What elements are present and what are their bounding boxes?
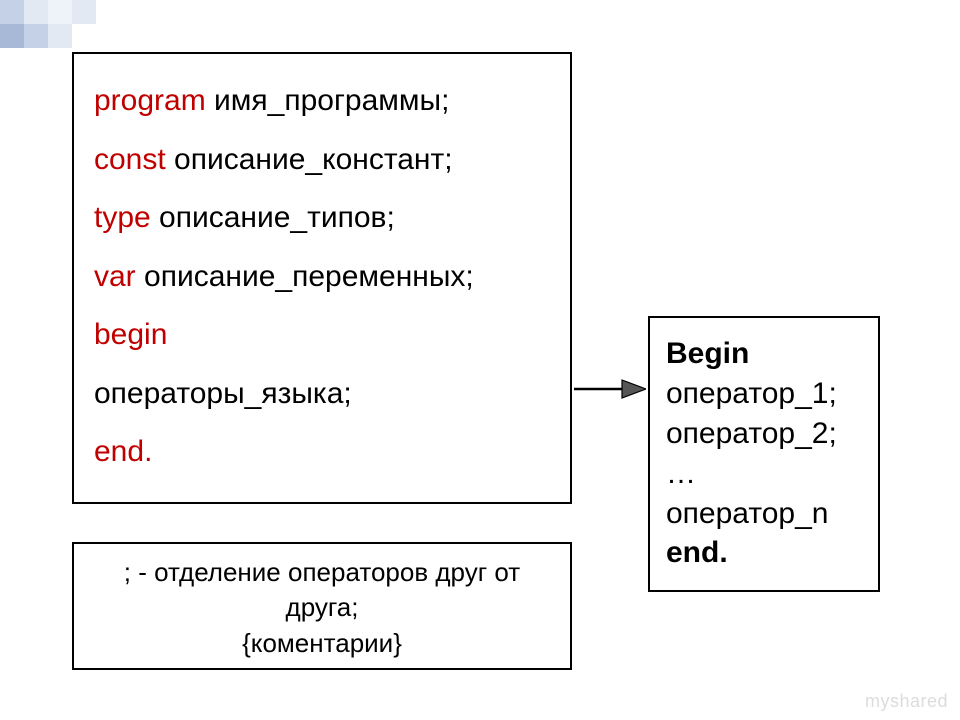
keyword-begin: begin [94, 318, 167, 351]
struct-text-3: описание_переменных; [136, 260, 474, 293]
arrow-icon [574, 378, 646, 400]
note-line-2: друга; [286, 590, 359, 625]
struct-text-2: описание_типов; [151, 201, 395, 234]
right-line-end: end. [666, 533, 864, 573]
notes-box: ; - отделение операторов друг от друга; … [72, 542, 572, 670]
struct-line-var: var описание_переменных; [94, 248, 552, 307]
struct-text-1: описание_констант; [166, 143, 453, 176]
note-line-3: {коментарии} [242, 626, 402, 661]
struct-line-operators: операторы_языка; [94, 365, 552, 424]
right-line-opn: оператор_n [666, 494, 864, 534]
struct-text-5: операторы_языка; [94, 377, 352, 410]
keyword-var: var [94, 260, 136, 293]
end-dot: . [144, 435, 152, 468]
program-structure-box: program имя_программы; const описание_ко… [72, 52, 572, 504]
begin-end-box: Begin оператор_1; оператор_2; … оператор… [648, 316, 880, 592]
keyword-end: end [94, 435, 144, 468]
keyword-program: program [94, 84, 206, 117]
right-line-op2: оператор_2; [666, 414, 864, 454]
struct-text-0: имя_программы; [206, 84, 450, 117]
note-line-1: ; - отделение операторов друг от [124, 555, 520, 590]
struct-line-const: const описание_констант; [94, 131, 552, 190]
keyword-const: const [94, 143, 166, 176]
struct-line-program: program имя_программы; [94, 72, 552, 131]
struct-line-end: end. [94, 423, 552, 482]
watermark: myshared [865, 691, 948, 712]
struct-line-begin: begin [94, 306, 552, 365]
right-line-op1: оператор_1; [666, 374, 864, 414]
struct-line-type: type описание_типов; [94, 189, 552, 248]
keyword-type: type [94, 201, 151, 234]
right-line-begin: Begin [666, 334, 864, 374]
right-line-ellipsis: … [666, 454, 864, 494]
